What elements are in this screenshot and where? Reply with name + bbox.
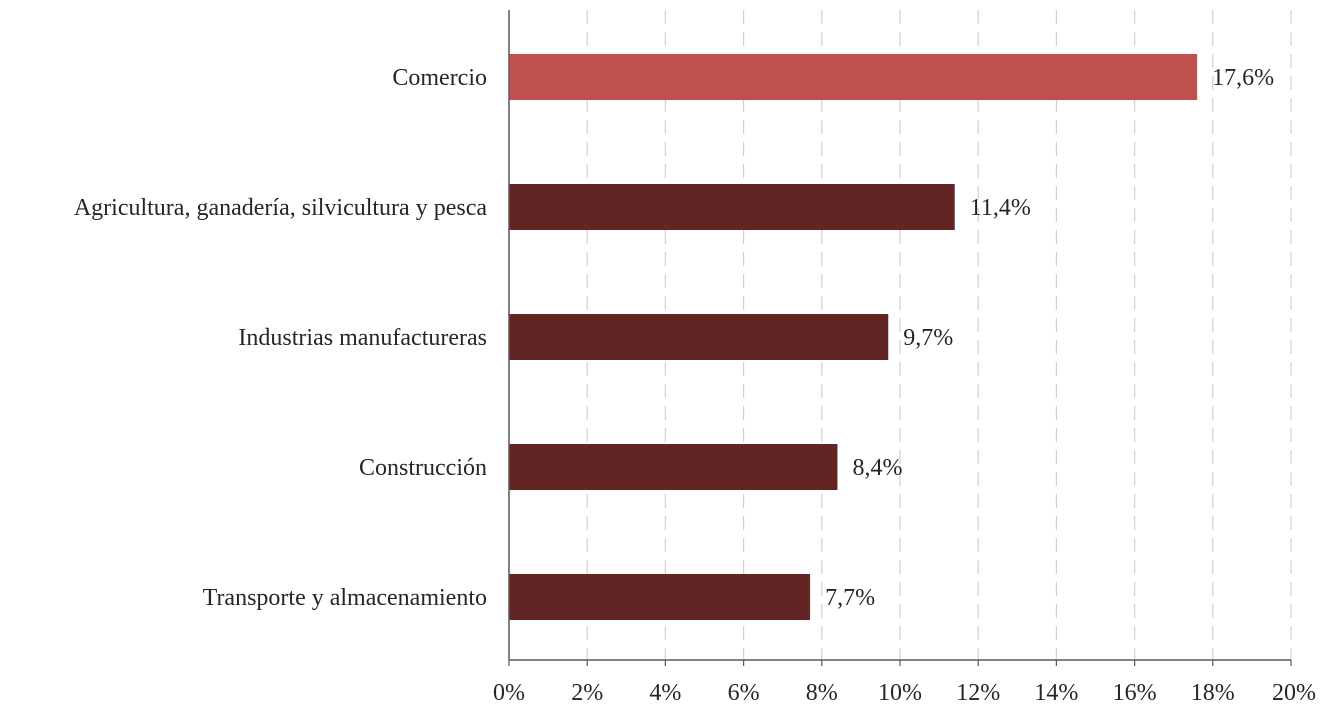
data-label-0: 17,6% xyxy=(1212,65,1274,91)
x-tick-label-2: 2% xyxy=(571,680,603,706)
category-label-2: Industrias manufactureras xyxy=(238,325,487,351)
category-label-4: Transporte y almacenamiento xyxy=(203,585,487,611)
axes xyxy=(508,10,1292,666)
gridlines xyxy=(586,10,1292,660)
bars xyxy=(509,54,1198,620)
bar-2 xyxy=(509,314,889,360)
x-tick-label-4: 4% xyxy=(649,680,681,706)
category-labels: Comercio Agricultura, ganadería, silvicul… xyxy=(74,65,488,611)
bar-3 xyxy=(509,444,838,490)
category-label-3: Construcción xyxy=(359,455,487,481)
data-label-1: 11,4% xyxy=(970,195,1031,221)
x-tick-label-20: 20% xyxy=(1272,680,1316,706)
x-tick-label-10: 10% xyxy=(878,680,922,706)
category-label-1: Agricultura, ganadería, silvicultura y p… xyxy=(74,195,488,221)
data-labels: 17,6% 11,4% 9,7% 8,4% 7,7% xyxy=(825,65,1274,611)
x-tick-label-16: 16% xyxy=(1113,680,1157,706)
x-tick-label-8: 8% xyxy=(806,680,838,706)
x-tick-label-0: 0% xyxy=(493,680,525,706)
x-tick-label-12: 12% xyxy=(956,680,1000,706)
x-tick-label-18: 18% xyxy=(1191,680,1235,706)
data-label-2: 9,7% xyxy=(903,325,953,351)
category-label-0: Comercio xyxy=(392,65,487,91)
bar-0 xyxy=(509,54,1198,100)
data-label-4: 7,7% xyxy=(825,585,875,611)
data-label-3: 8,4% xyxy=(852,455,902,481)
bar-1 xyxy=(509,184,955,230)
x-tick-label-14: 14% xyxy=(1034,680,1078,706)
x-tick-labels: 0% 2% 4% 6% 8% 10% 12% 14% 16% 18% 20% xyxy=(493,680,1316,706)
bar-4 xyxy=(509,574,811,620)
x-tick-label-6: 6% xyxy=(728,680,760,706)
